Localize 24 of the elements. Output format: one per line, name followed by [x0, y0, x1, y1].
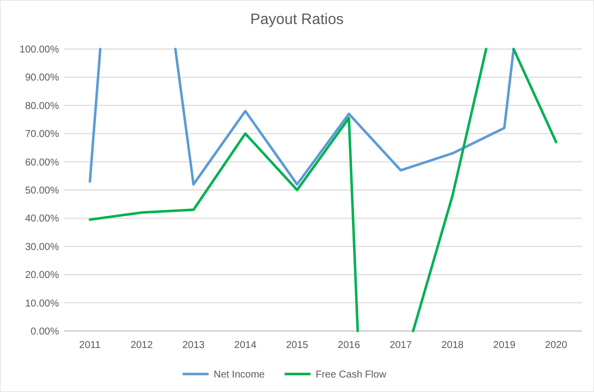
- x-tick-label: 2012: [130, 340, 154, 351]
- y-tick-label: 80.00%: [25, 100, 60, 112]
- y-tick-label: 30.00%: [25, 242, 60, 253]
- y-tick-label: 10.00%: [25, 298, 60, 310]
- y-tick-label: 20.00%: [25, 270, 60, 282]
- x-tick-label: 2015: [286, 340, 309, 351]
- y-tick-label: 0.00%: [30, 326, 60, 338]
- x-tick-label: 2013: [182, 340, 206, 351]
- legend-label: Net Income: [214, 370, 266, 380]
- x-tick-label: 2018: [441, 340, 464, 351]
- chart-title: Payout Ratios: [250, 11, 344, 28]
- y-tick-label: 50.00%: [25, 186, 60, 196]
- x-tick-label: 2017: [390, 340, 412, 351]
- x-tick-label: 2014: [234, 340, 257, 351]
- y-tick-label: 100.00%: [20, 44, 60, 56]
- y-tick-label: 90.00%: [25, 72, 60, 84]
- y-tick-label: 70.00%: [25, 129, 60, 140]
- x-tick-label: 2011: [79, 340, 102, 351]
- x-tick-label: 2019: [493, 340, 516, 351]
- legend-label: Free Cash Flow: [316, 370, 387, 380]
- x-tick-label: 2020: [544, 340, 568, 351]
- y-tick-label: 60.00%: [25, 157, 60, 168]
- x-tick-label: 2016: [338, 340, 360, 351]
- y-tick-label: 40.00%: [25, 214, 60, 225]
